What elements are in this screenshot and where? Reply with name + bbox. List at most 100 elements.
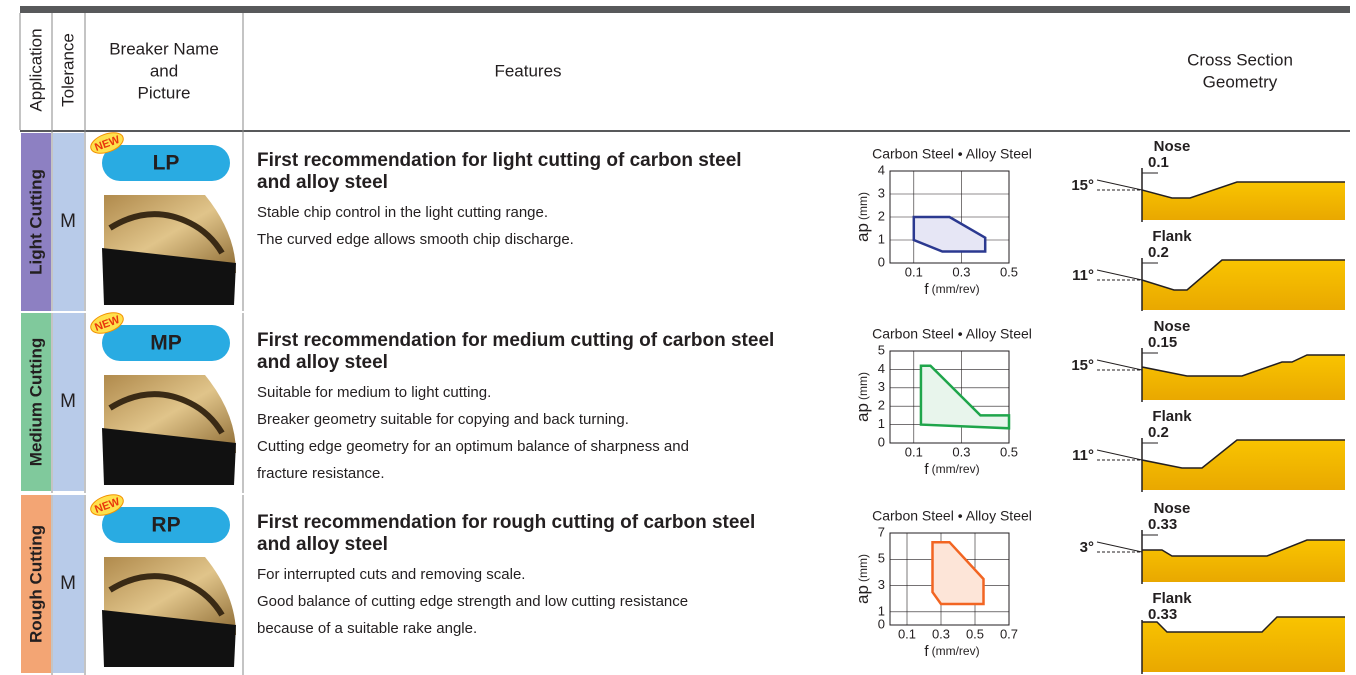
y-axis-label: ap (mm)	[853, 554, 872, 604]
section-angle: 15°	[1071, 177, 1094, 194]
y-tick-label: 5	[878, 551, 885, 566]
feature-title: and alloy steel	[257, 534, 388, 555]
y-tick-label: 0	[878, 434, 885, 449]
x-axis-unit: (mm/rev)	[932, 462, 980, 476]
feature-text: Cutting edge geometry for an optimum bal…	[257, 438, 689, 455]
header-breaker: Picture	[138, 83, 191, 102]
y-tick-label: 1	[878, 603, 885, 618]
feature-title: First recommendation for light cutting o…	[257, 150, 742, 171]
breaker-name: RP	[151, 514, 180, 537]
x-axis-unit: (mm/rev)	[932, 282, 980, 296]
section-shape	[1142, 355, 1345, 400]
section-shape	[1142, 182, 1345, 220]
header-application: Application	[26, 28, 45, 111]
y-axis-name: ap	[853, 585, 872, 604]
section-label: Nose	[1154, 500, 1191, 517]
x-tick-label: 0.3	[952, 444, 970, 459]
section-label: Nose	[1154, 318, 1191, 335]
x-axis-unit: (mm/rev)	[932, 644, 980, 658]
x-tick-label: 0.5	[1000, 264, 1018, 279]
x-axis-label: f(mm/rev)	[924, 643, 979, 660]
x-tick-label: 0.1	[905, 264, 923, 279]
y-tick-label: 4	[878, 162, 885, 177]
x-tick-label: 0.1	[898, 626, 916, 641]
tolerance-label: M	[60, 573, 76, 594]
header-cross-section: Geometry	[1203, 72, 1278, 91]
section-angle: 15°	[1071, 357, 1094, 374]
x-axis-label: f(mm/rev)	[924, 281, 979, 298]
feature-text: Stable chip control in the light cutting…	[257, 204, 548, 221]
y-tick-label: 3	[878, 185, 885, 200]
section-label: Nose	[1154, 138, 1191, 155]
application-label: Light Cutting	[26, 169, 45, 275]
y-axis-unit: (mm)	[856, 372, 870, 400]
y-axis-label: ap (mm)	[853, 192, 872, 242]
section-label: Flank	[1152, 228, 1192, 245]
angle-line	[1097, 360, 1142, 370]
header-breaker: Breaker Name	[109, 39, 219, 58]
section-dim: 0.33	[1148, 516, 1177, 533]
section-dim: 0.2	[1148, 244, 1169, 261]
x-tick-label: 0.5	[966, 626, 984, 641]
top-bar	[20, 6, 1350, 13]
x-axis-name: f	[924, 461, 929, 478]
y-axis-unit: (mm)	[856, 192, 870, 220]
tolerance-label: M	[60, 211, 76, 232]
section-shape	[1142, 260, 1345, 310]
y-axis-unit: (mm)	[856, 554, 870, 582]
feature-text: Breaker geometry suitable for copying an…	[257, 411, 629, 428]
x-tick-label: 0.5	[1000, 444, 1018, 459]
feature-title: and alloy steel	[257, 352, 388, 373]
section-angle: 3°	[1080, 539, 1094, 556]
y-tick-label: 2	[878, 398, 885, 413]
section-dim: 0.33	[1148, 606, 1177, 623]
y-tick-label: 5	[878, 342, 885, 357]
section-angle: 11°	[1072, 267, 1094, 284]
angle-line	[1097, 270, 1142, 280]
breaker-name: MP	[150, 332, 182, 355]
x-tick-label: 0.3	[932, 626, 950, 641]
x-axis-name: f	[924, 281, 929, 298]
feature-text: because of a suitable rake angle.	[257, 620, 477, 637]
feature-title: and alloy steel	[257, 172, 388, 193]
x-tick-label: 0.1	[905, 444, 923, 459]
y-axis-name: ap	[853, 403, 872, 422]
section-label: Flank	[1152, 590, 1192, 607]
feature-text: fracture resistance.	[257, 465, 385, 482]
section-dim: 0.15	[1148, 334, 1177, 351]
y-tick-label: 7	[878, 524, 885, 539]
feature-title: First recommendation for medium cutting …	[257, 330, 774, 351]
section-shape	[1142, 617, 1345, 672]
feature-text: The curved edge allows smooth chip disch…	[257, 231, 574, 248]
tolerance-label: M	[60, 391, 76, 412]
angle-line	[1097, 180, 1142, 190]
y-axis-name: ap	[853, 223, 872, 242]
angle-line	[1097, 542, 1142, 552]
section-shape	[1142, 440, 1345, 490]
feature-title: First recommendation for rough cutting o…	[257, 512, 755, 533]
y-tick-label: 1	[878, 231, 885, 246]
application-label: Medium Cutting	[26, 338, 45, 466]
y-tick-label: 1	[878, 416, 885, 431]
x-tick-label: 0.7	[1000, 626, 1018, 641]
y-tick-label: 0	[878, 616, 885, 631]
section-shape	[1142, 540, 1345, 582]
y-tick-label: 0	[878, 254, 885, 269]
chart-title: Carbon Steel • Alloy Steel	[872, 326, 1032, 342]
y-tick-label: 3	[878, 379, 885, 394]
y-axis-label: ap (mm)	[853, 372, 872, 422]
section-label: Flank	[1152, 408, 1192, 425]
feature-text: Suitable for medium to light cutting.	[257, 384, 491, 401]
breaker-name: LP	[153, 152, 180, 175]
chart-title: Carbon Steel • Alloy Steel	[872, 508, 1032, 524]
y-tick-label: 4	[878, 361, 885, 376]
application-label: Rough Cutting	[26, 525, 45, 643]
header-features: Features	[494, 61, 561, 80]
header-breaker: and	[150, 61, 178, 80]
x-axis-name: f	[924, 643, 929, 660]
section-dim: 0.2	[1148, 424, 1169, 441]
x-axis-label: f(mm/rev)	[924, 461, 979, 478]
header-cross-section: Cross Section	[1187, 50, 1293, 69]
section-dim: 0.1	[1148, 154, 1169, 171]
y-tick-label: 3	[878, 577, 885, 592]
